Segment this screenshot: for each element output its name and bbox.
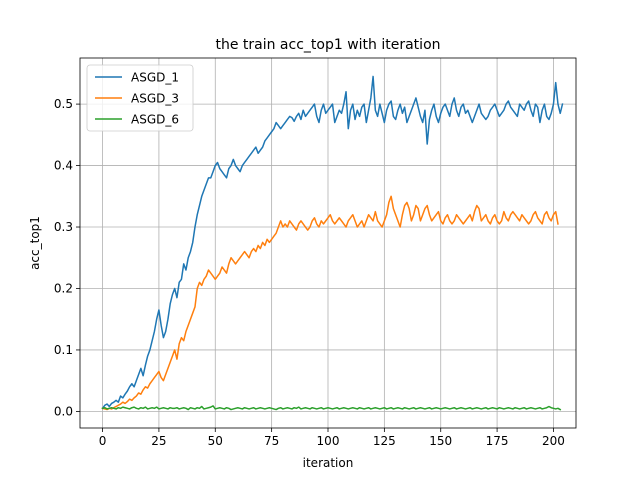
x-tick-label: 175 (486, 434, 509, 448)
x-axis-label: iteration (303, 456, 354, 470)
x-tick-label: 0 (99, 434, 107, 448)
x-tick-label: 25 (151, 434, 166, 448)
y-tick-label: 0.1 (54, 343, 73, 357)
x-axis-ticks: 0 25 50 75 100 125 150 175 200 (99, 428, 565, 448)
series-lines (101, 75, 564, 411)
x-tick-label: 100 (317, 434, 340, 448)
y-tick-label: 0.5 (54, 97, 73, 111)
legend: ASGD_1 ASGD_3 ASGD_6 (86, 64, 194, 132)
x-tick-label: 150 (429, 434, 452, 448)
y-tick-label: 0.4 (54, 159, 73, 173)
series-line-asgd-3 (101, 195, 559, 411)
x-tick-label: 75 (264, 434, 279, 448)
chart-title: the train acc_top1 with iteration (215, 37, 440, 53)
y-tick-label: 0.0 (54, 404, 73, 418)
legend-label: ASGD_6 (131, 113, 179, 127)
y-axis-ticks: 0.0 0.1 0.2 0.3 0.4 0.5 (54, 97, 80, 418)
x-tick-label: 50 (208, 434, 223, 448)
x-tick-label: 200 (542, 434, 565, 448)
y-axis-label: acc_top1 (28, 216, 42, 270)
x-tick-label: 125 (373, 434, 396, 448)
legend-label: ASGD_3 (131, 92, 179, 106)
y-tick-label: 0.2 (54, 281, 73, 295)
legend-box (86, 64, 194, 132)
series-line-asgd-1 (101, 75, 564, 410)
legend-label: ASGD_1 (131, 71, 179, 85)
y-tick-label: 0.3 (54, 220, 73, 234)
series-line-asgd-6 (101, 405, 562, 411)
